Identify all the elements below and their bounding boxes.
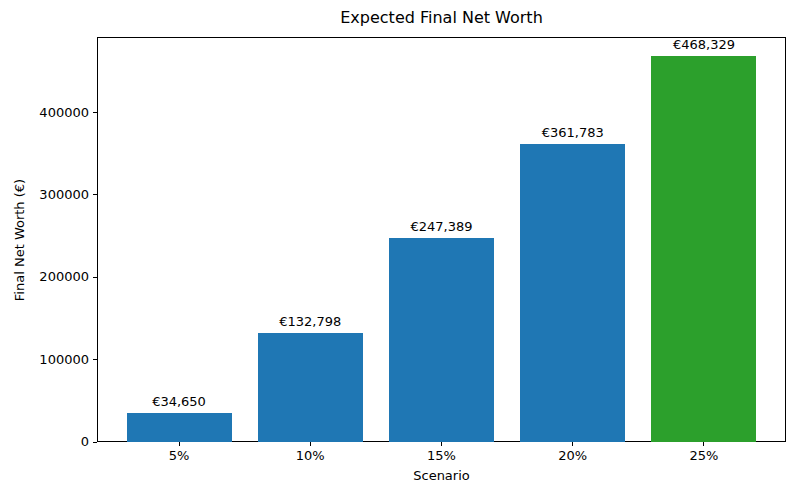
- bar-10%: [258, 333, 363, 442]
- x-tick-mark: [179, 442, 180, 446]
- x-tick-mark: [310, 442, 311, 446]
- chart-title: Expected Final Net Worth: [97, 8, 786, 28]
- y-tick-label: 100000: [0, 352, 89, 368]
- y-tick-mark: [93, 194, 97, 195]
- bar-20%: [520, 144, 625, 442]
- bar-value-label: €247,389: [372, 219, 512, 235]
- y-tick-mark: [93, 442, 97, 443]
- bar-5%: [127, 413, 232, 442]
- x-tick-mark: [572, 442, 573, 446]
- y-tick-label: 200000: [0, 269, 89, 285]
- bar-15%: [389, 238, 494, 442]
- bar-value-label: €468,329: [634, 37, 774, 53]
- y-tick-mark: [93, 277, 97, 278]
- bar-value-label: €132,798: [240, 314, 380, 330]
- bar-value-label: €361,783: [503, 125, 643, 141]
- x-tick-label: 25%: [664, 448, 744, 464]
- x-tick-label: 15%: [402, 448, 482, 464]
- y-tick-mark: [93, 112, 97, 113]
- x-tick-label: 5%: [139, 448, 219, 464]
- y-tick-label: 300000: [0, 187, 89, 203]
- bar-25%: [651, 56, 756, 442]
- bar-value-label: €34,650: [109, 394, 249, 410]
- x-axis-label: Scenario: [97, 468, 786, 484]
- x-tick-label: 10%: [270, 448, 350, 464]
- y-tick-mark: [93, 359, 97, 360]
- y-tick-label: 400000: [0, 105, 89, 121]
- x-tick-mark: [441, 442, 442, 446]
- x-tick-mark: [703, 442, 704, 446]
- bar-chart-figure: Expected Final Net Worth Final Net Worth…: [0, 0, 800, 500]
- x-tick-label: 20%: [533, 448, 613, 464]
- y-tick-label: 0: [0, 434, 89, 450]
